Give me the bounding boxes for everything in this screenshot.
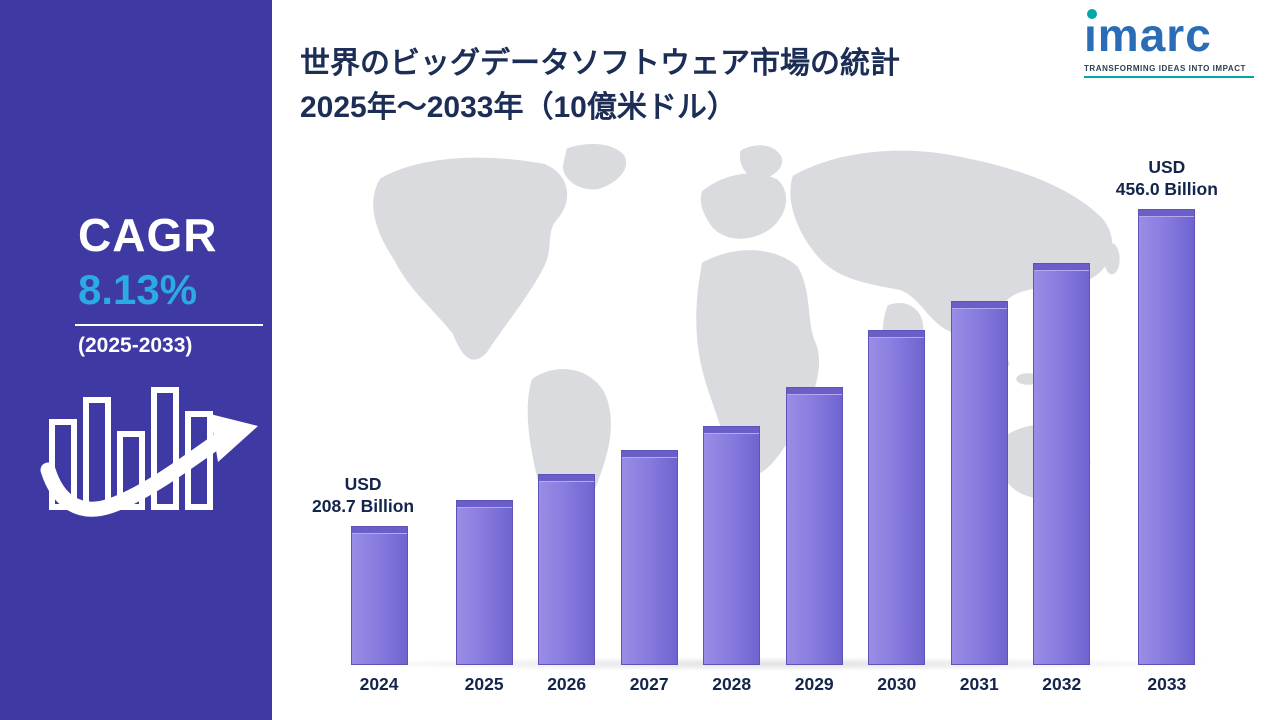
bar — [455, 500, 513, 665]
bar-column: 2032 — [1033, 263, 1091, 695]
bar-column: 2031 — [950, 301, 1008, 695]
bar-cap — [351, 527, 407, 534]
imarc-logo: ı marc TRANSFORMING IDEAS INTO IMPACT — [1084, 9, 1262, 78]
divider — [75, 324, 263, 326]
logo-dot — [1087, 9, 1097, 19]
cagr-label: CAGR — [78, 209, 218, 261]
bar-cap — [869, 331, 925, 338]
year-label: 2029 — [794, 674, 834, 694]
year-label: 2032 — [1042, 674, 1082, 694]
bar-cap — [1034, 264, 1090, 271]
bar — [1138, 209, 1196, 665]
bar-column: USD 456.0 Billion 2033 — [1116, 156, 1218, 696]
bar-cap — [704, 427, 760, 434]
value-annotation: USD 456.0 Billion — [1115, 156, 1218, 200]
bar — [950, 301, 1008, 665]
bar-column: USD 208.7 Billion 2024 — [312, 473, 430, 696]
bar-column: 2028 — [703, 426, 761, 695]
bar — [785, 387, 843, 665]
bar-cap — [951, 302, 1007, 309]
bar-column: 2027 — [620, 450, 678, 695]
chart-title-line2: 2025年～2033年（10億米ドル） — [300, 90, 737, 124]
value-annotation: USD 208.7 Billion — [312, 473, 415, 517]
year-label: 2031 — [959, 674, 999, 694]
bar-column: 2030 — [868, 330, 926, 695]
logo-rule — [1084, 76, 1254, 78]
logo-word: ı marc — [1084, 9, 1212, 61]
bar-column: 2025 — [455, 500, 513, 695]
bar-cap — [621, 451, 677, 458]
year-label: 2027 — [629, 674, 669, 694]
bar-cap — [1139, 210, 1195, 217]
chart-title: 世界のビッグデータソフトウェア市場の統計 2025年～2033年（10億米ドル） — [300, 42, 900, 129]
year-label: 2030 — [877, 674, 917, 694]
bar-column: 2029 — [785, 387, 843, 695]
logo-tagline: TRANSFORMING IDEAS INTO IMPACT — [1084, 64, 1246, 73]
bar — [1033, 263, 1091, 665]
cagr-period: (2025-2033) — [78, 334, 193, 357]
bar-column: 2026 — [538, 474, 596, 695]
world-map — [373, 144, 1120, 562]
growth-chart-icon — [40, 362, 265, 532]
bar — [538, 474, 596, 665]
year-label: 2025 — [464, 674, 504, 694]
bars-row: USD 208.7 Billion 2024 2025 2026 2027 2028 2029… — [312, 156, 1218, 696]
bar-cap — [539, 475, 595, 482]
year-label: 2028 — [712, 674, 752, 694]
year-label: 2026 — [547, 674, 587, 694]
bar — [620, 450, 678, 665]
bar — [868, 330, 926, 665]
chart-panel: 世界のビッグデータソフトウェア市場の統計 2025年～2033年（10億米ドル）… — [272, 0, 1280, 720]
bar — [703, 426, 761, 665]
cagr-panel: CAGR 8.13% (2025-2033) — [0, 0, 272, 720]
year-label: 2024 — [359, 674, 399, 694]
year-label: 2033 — [1147, 674, 1187, 694]
bar-chart: USD 208.7 Billion 2024 2025 2026 2027 2028 2029… — [312, 150, 1218, 696]
bar-cap — [786, 388, 842, 395]
bar-cap — [456, 501, 512, 508]
cagr-value: 8.13% — [78, 266, 198, 313]
bar — [350, 526, 408, 665]
chart-title-line1: 世界のビッグデータソフトウェア市場の統計 — [300, 47, 900, 81]
